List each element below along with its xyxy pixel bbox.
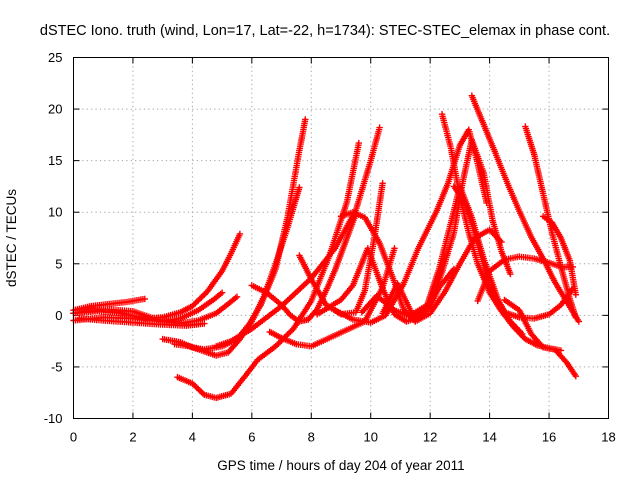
y-tick-label: 25 xyxy=(48,50,62,65)
data-point xyxy=(233,293,241,300)
x-tick-label: 16 xyxy=(542,430,556,445)
y-tick-label: 5 xyxy=(55,256,62,271)
data-point xyxy=(572,291,579,298)
y-axis-label: dSTEC / TECUs xyxy=(4,189,19,287)
x-tick-label: 18 xyxy=(601,430,615,445)
y-tick-label: 15 xyxy=(48,153,62,168)
axis-ticks: 0 2 4 6 8 10 12 14 16 18 -10 -5 0 5 10 15 20 25 xyxy=(44,50,616,445)
data-point xyxy=(376,124,383,131)
data-point xyxy=(507,270,514,278)
data-series xyxy=(474,253,576,305)
x-tick-label: 12 xyxy=(423,430,437,445)
data-point xyxy=(302,116,309,123)
data-point xyxy=(379,180,386,187)
x-tick-label: 2 xyxy=(129,430,136,445)
data-point xyxy=(201,320,208,327)
data-point xyxy=(355,139,362,147)
data-point xyxy=(572,314,579,321)
y-tick-label: 0 xyxy=(55,308,62,323)
data-markers xyxy=(70,92,582,402)
chart-title: dSTEC Iono. truth (wind, Lon=17, Lat=-22… xyxy=(40,23,610,39)
x-tick-label: 0 xyxy=(70,430,77,445)
data-series xyxy=(76,315,208,329)
data-point xyxy=(572,373,579,380)
x-axis-label: GPS time / hours of day 204 of year 2011 xyxy=(217,458,464,473)
data-point xyxy=(218,289,226,296)
x-tick-label: 4 xyxy=(189,430,196,445)
y-tick-label: 20 xyxy=(48,102,62,117)
data-point xyxy=(296,184,303,191)
x-tick-label: 8 xyxy=(308,430,315,445)
x-tick-label: 14 xyxy=(482,430,496,445)
data-series xyxy=(438,111,565,354)
data-point xyxy=(391,245,398,252)
y-tick-label: 10 xyxy=(48,205,62,220)
data-point xyxy=(141,295,148,303)
data-series xyxy=(70,295,148,314)
y-tick-label: -5 xyxy=(51,359,63,374)
data-series xyxy=(501,296,579,380)
data-series xyxy=(539,213,579,298)
x-tick-label: 10 xyxy=(363,430,377,445)
data-point xyxy=(575,318,582,325)
data-point xyxy=(288,327,296,334)
data-point xyxy=(236,230,244,238)
data-series xyxy=(171,184,303,359)
x-tick-label: 6 xyxy=(248,430,255,445)
data-series xyxy=(522,123,579,321)
plot-frame xyxy=(73,57,609,419)
y-tick-label: -10 xyxy=(44,411,63,426)
